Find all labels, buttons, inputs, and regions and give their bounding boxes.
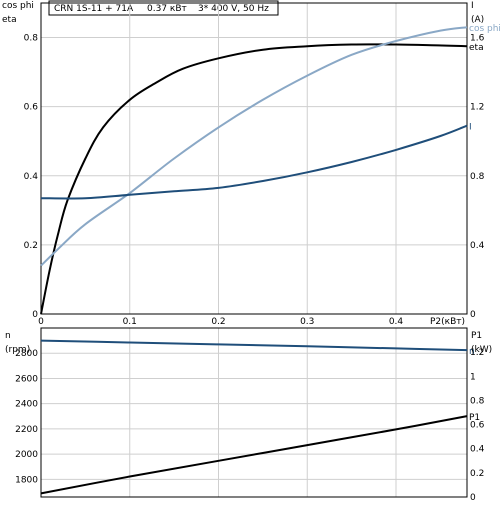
axis-label-p1: P1	[471, 331, 482, 341]
axis-label-p2: P2(кВт)	[430, 317, 465, 327]
series-line-n	[40, 339, 468, 352]
lower-right-tick-label: 0.4	[470, 445, 485, 455]
lower-right-tick-label: 1	[470, 372, 476, 382]
x-tick-label: 0.3	[300, 317, 314, 327]
series-label-eta: eta	[469, 43, 484, 53]
upper-left-tick-label: 0	[32, 310, 38, 320]
upper-right-tick-label: 0.8	[470, 172, 485, 182]
axis-label-p1-unit: (kW)	[471, 345, 492, 355]
x-tick-label: 0.4	[389, 317, 404, 327]
lower-left-tick-label: 2000	[15, 450, 38, 460]
lower-left-tick-label: 2600	[15, 374, 38, 384]
series-label-n: n	[469, 347, 475, 357]
axis-label-current: I	[471, 1, 474, 11]
upper-left-tick-label: 0.8	[24, 34, 39, 44]
lower-plot-ticks: 1800 2000 2200 2400 2600 2800 0 0.2 0.4 0.6 0.8 1 1.…	[15, 348, 485, 503]
upper-right-tick-label: 0	[470, 310, 476, 320]
axis-label-n: n	[5, 331, 11, 341]
axis-label-eta: eta	[2, 15, 17, 25]
series-label-cos-phi: cos phi	[469, 24, 500, 34]
upper-left-tick-label: 0.4	[24, 172, 39, 182]
series-line-eta	[40, 43, 468, 315]
upper-plot-grid	[41, 3, 467, 314]
upper-plot-series: eta cos phi I	[40, 24, 500, 315]
x-tick-label: 0.2	[211, 317, 225, 327]
header-supply: 3* 400 V, 50 Hz	[198, 4, 269, 14]
series-label-i: I	[469, 123, 472, 133]
axis-label-rpm: (rpm)	[5, 345, 30, 355]
lower-plot-frame	[40, 327, 468, 498]
lower-plot-grid	[41, 328, 467, 497]
upper-right-tick-label: 0.4	[470, 241, 485, 251]
series-label-p1: P1	[469, 413, 480, 423]
header-model: CRN 1S-11 + 71A	[54, 4, 134, 14]
lower-plot-series: n P1	[40, 339, 480, 495]
lower-right-tick-label: 0.6	[470, 421, 485, 431]
chart-header: CRN 1S-11 + 71A 0.37 кВт 3* 400 V, 50 Hz	[48, 0, 279, 16]
upper-right-tick-label: 1.2	[470, 103, 484, 113]
lower-left-tick-label: 2400	[15, 400, 38, 410]
lower-right-tick-label: 0.2	[470, 469, 484, 479]
upper-right-tick-label: 1.6	[470, 34, 485, 44]
upper-plot-ticks: 0 0.1 0.2 0.3 0.4 0 0.2 0.4 0.6 0.8 0 0.4 0.8 1.2 1.6	[24, 34, 485, 327]
series-line-cos-phi	[40, 26, 468, 267]
axis-label-current-unit: (A)	[471, 15, 484, 25]
series-line-p1	[40, 415, 468, 495]
lower-left-tick-label: 2800	[15, 349, 38, 359]
x-tick-label: 0	[38, 317, 44, 327]
upper-left-tick-label: 0.6	[24, 103, 39, 113]
header-power: 0.37 кВт	[147, 4, 187, 14]
upper-left-tick-label: 0.2	[24, 241, 38, 251]
lower-left-tick-label: 1800	[15, 475, 38, 485]
lower-left-tick-label: 2200	[15, 425, 38, 435]
upper-plot-frame	[40, 2, 468, 315]
series-line-i	[40, 124, 468, 200]
lower-right-tick-label: 1.2	[470, 348, 484, 358]
x-tick-label: 0.1	[123, 317, 137, 327]
axis-label-cos-phi: cos phi	[2, 1, 34, 11]
header-box	[48, 0, 279, 16]
lower-right-tick-label: 0.8	[470, 396, 485, 406]
lower-right-tick-label: 0	[470, 493, 476, 500]
